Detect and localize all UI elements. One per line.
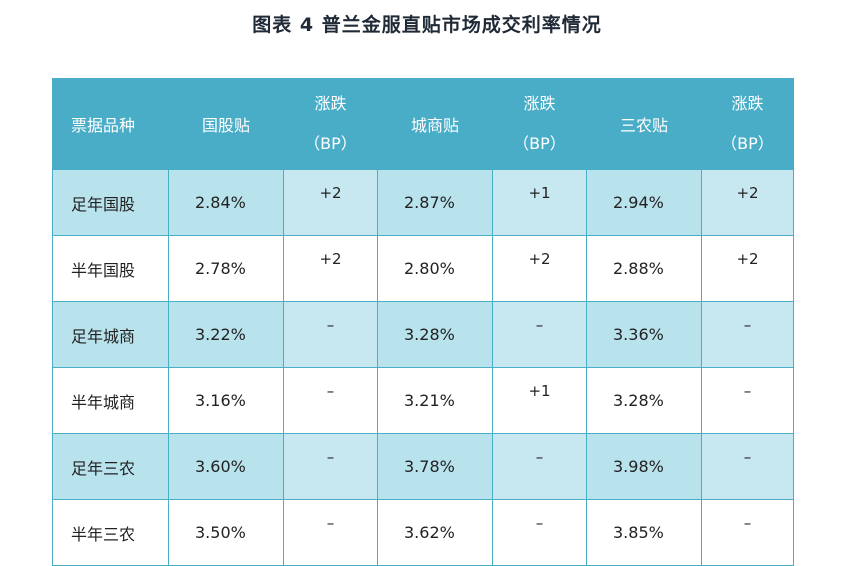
header-cell-change: 涨跌 （BP） [283, 78, 378, 170]
cell-type: 足年三农 [52, 433, 169, 500]
cell-rate: 2.80% [377, 235, 493, 302]
cell-type: 足年城商 [52, 301, 169, 368]
cell-rate: 3.36% [586, 301, 702, 368]
cell-change: – [701, 433, 794, 500]
table-row: 足年城商 3.22% – 3.28% – 3.36% – [52, 301, 794, 368]
table-row: 半年三农 3.50% – 3.62% – 3.85% – [52, 499, 794, 566]
table-row: 足年国股 2.84% +2 2.87% +1 2.94% +2 [52, 169, 794, 236]
cell-change: – [701, 301, 794, 368]
cell-change: +2 [283, 235, 378, 302]
cell-change: +1 [492, 169, 587, 236]
cell-rate: 3.98% [586, 433, 702, 500]
cell-rate: 3.21% [377, 367, 493, 434]
cell-rate: 2.94% [586, 169, 702, 236]
cell-type: 足年国股 [52, 169, 169, 236]
cell-change: +2 [701, 235, 794, 302]
cell-change: +2 [492, 235, 587, 302]
cell-rate: 3.62% [377, 499, 493, 566]
cell-rate: 2.87% [377, 169, 493, 236]
cell-type: 半年城商 [52, 367, 169, 434]
cell-rate: 3.22% [168, 301, 284, 368]
cell-rate: 2.84% [168, 169, 284, 236]
cell-change: – [283, 301, 378, 368]
cell-change: – [283, 433, 378, 500]
table-row: 足年三农 3.60% – 3.78% – 3.98% – [52, 433, 794, 500]
cell-rate: 3.28% [586, 367, 702, 434]
cell-rate: 3.78% [377, 433, 493, 500]
cell-change: – [283, 499, 378, 566]
cell-change: – [701, 499, 794, 566]
cell-rate: 3.16% [168, 367, 284, 434]
header-cell-chengshang: 城商贴 [377, 78, 493, 170]
table-row: 半年城商 3.16% – 3.21% +1 3.28% – [52, 367, 794, 434]
cell-change: – [492, 433, 587, 500]
cell-change: – [492, 301, 587, 368]
cell-rate: 3.28% [377, 301, 493, 368]
header-row: 票据品种 国股贴 涨跌 （BP） 城商贴 涨跌 （BP） 三农贴 涨跌 （BP） [52, 78, 794, 170]
header-cell-change: 涨跌 （BP） [701, 78, 794, 170]
cell-type: 半年三农 [52, 499, 169, 566]
cell-change: +2 [701, 169, 794, 236]
cell-change: – [492, 499, 587, 566]
cell-change: – [283, 367, 378, 434]
cell-change: +1 [492, 367, 587, 434]
cell-change: – [701, 367, 794, 434]
rates-table: 票据品种 国股贴 涨跌 （BP） 城商贴 涨跌 （BP） 三农贴 涨跌 （BP） 足年… [52, 78, 794, 566]
header-cell-guogu: 国股贴 [168, 78, 284, 170]
cell-rate: 3.60% [168, 433, 284, 500]
header-cell-change: 涨跌 （BP） [492, 78, 587, 170]
figure-title: 图表 4 普兰金服直贴市场成交利率情况 [252, 14, 602, 36]
header-cell-sannong: 三农贴 [586, 78, 702, 170]
cell-rate: 3.85% [586, 499, 702, 566]
header-cell-type: 票据品种 [52, 78, 169, 170]
cell-rate: 2.78% [168, 235, 284, 302]
cell-type: 半年国股 [52, 235, 169, 302]
cell-rate: 3.50% [168, 499, 284, 566]
cell-rate: 2.88% [586, 235, 702, 302]
table-row: 半年国股 2.78% +2 2.80% +2 2.88% +2 [52, 235, 794, 302]
cell-change: +2 [283, 169, 378, 236]
